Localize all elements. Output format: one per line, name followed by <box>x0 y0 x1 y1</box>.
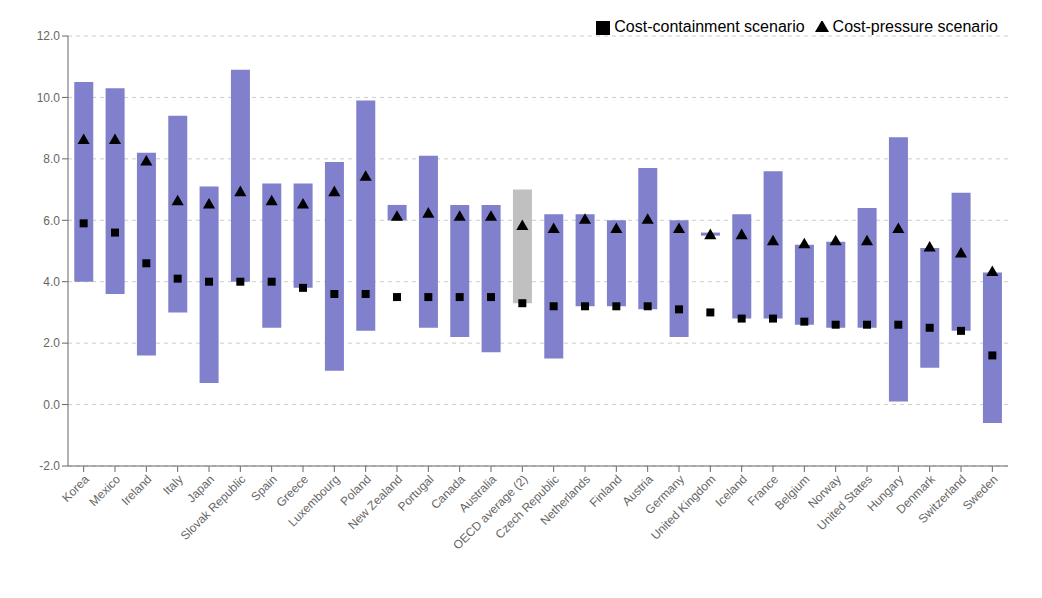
html-text:Cost-pressure scenario: Cost-pressure scenario <box>832 18 998 35</box>
html-text:Cost-containment scenario: Cost-containment scenario <box>614 18 805 35</box>
svg-text:Canada: Canada <box>428 472 468 512</box>
svg-text:6.0: 6.0 <box>43 214 60 228</box>
svg-text:-2.0: -2.0 <box>39 459 60 473</box>
svg-text:Norway: Norway <box>805 472 844 511</box>
svg-text:0.0: 0.0 <box>43 398 60 412</box>
svg-text:France: France <box>744 472 782 509</box>
svg-text:United States: United States <box>814 472 876 534</box>
svg-text:Czech Republic: Czech Republic <box>492 472 562 542</box>
svg-text:Hungary: Hungary <box>864 472 907 515</box>
svg-text:Slovak Republic: Slovak Republic <box>178 472 249 543</box>
svg-text:Poland: Poland <box>337 472 374 509</box>
svg-text:Germany: Germany <box>642 472 688 517</box>
svg-text:Australia: Australia <box>456 472 500 516</box>
svg-text:Austria: Austria <box>619 472 656 509</box>
svg-text:12.0: 12.0 <box>37 29 61 43</box>
svg-text:Greece: Greece <box>273 472 312 510</box>
svg-text:Spain: Spain <box>248 472 280 504</box>
svg-text:2.0: 2.0 <box>43 336 60 350</box>
svg-text:Ireland: Ireland <box>119 472 155 508</box>
svg-text:Belgium: Belgium <box>772 472 813 513</box>
svg-text:Finland: Finland <box>587 472 625 510</box>
svg-text:Sweden: Sweden <box>960 472 1001 513</box>
svg-text:Switzerland: Switzerland <box>915 472 969 526</box>
svg-text:Netherlands: Netherlands <box>537 472 593 528</box>
svg-text:Italy: Italy <box>160 472 185 497</box>
svg-text:Luxembourg: Luxembourg <box>285 472 342 529</box>
svg-text:4.0: 4.0 <box>43 275 60 289</box>
svg-text:Portugal: Portugal <box>395 472 437 514</box>
svg-text:OECD average (2): OECD average (2) <box>450 472 531 553</box>
svg-text:Mexico: Mexico <box>86 472 123 509</box>
svg-text:Korea: Korea <box>59 472 92 505</box>
svg-text:Iceland: Iceland <box>713 472 750 509</box>
svg-text:Japan: Japan <box>184 472 218 506</box>
svg-text:10.0: 10.0 <box>37 91 61 105</box>
svg-text:Denmark: Denmark <box>893 472 938 517</box>
svg-text:United Kingdom: United Kingdom <box>648 472 718 542</box>
svg-text:New Zealand: New Zealand <box>345 472 406 533</box>
svg-text:8.0: 8.0 <box>43 152 60 166</box>
